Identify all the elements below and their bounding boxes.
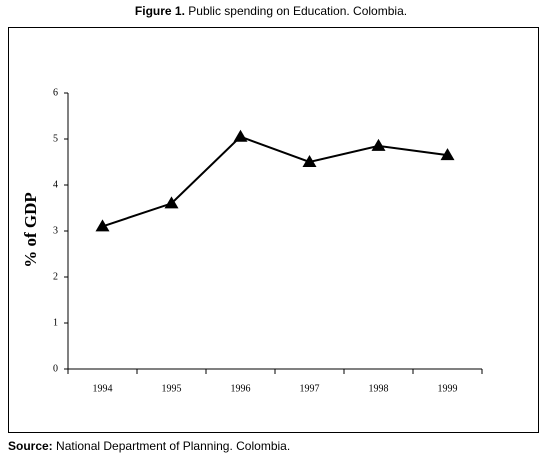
data-point — [233, 129, 248, 142]
data-point — [302, 155, 317, 167]
data-point — [164, 196, 179, 209]
y-tick-label: 6 — [53, 87, 58, 98]
x-tick-label: 1994 — [93, 383, 113, 394]
data-point — [95, 219, 110, 232]
data-line — [102, 135, 448, 228]
x-tick-label: 1997 — [300, 383, 320, 394]
x-tick-label: 1998 — [369, 383, 389, 394]
x-tick-label: 1996 — [231, 383, 251, 394]
chart-title: Figure 1. Public spending on Education. … — [135, 4, 407, 18]
data-point — [371, 138, 386, 151]
source-text: National Department of Planning. Colombi… — [56, 439, 290, 453]
y-tick-label: 1 — [53, 317, 58, 328]
y-tick-label: 2 — [53, 271, 58, 282]
y-tick-label: 0 — [53, 363, 58, 374]
source: Source: National Department of Planning.… — [8, 439, 290, 453]
chart-frame — [8, 27, 539, 433]
x-tick-label: 1995 — [162, 383, 182, 394]
y-tick-label: 5 — [53, 133, 58, 144]
source-label: Source: — [8, 439, 53, 453]
y-axis-label: % of GDP — [21, 192, 40, 268]
x-tick-label: 1999 — [438, 383, 458, 394]
y-tick-label: 4 — [53, 179, 58, 190]
title-text: Public spending on Education. Colombia. — [188, 4, 407, 18]
data-point — [440, 148, 455, 161]
title-label: Figure 1. — [135, 4, 185, 18]
y-tick-label: 3 — [53, 225, 58, 236]
